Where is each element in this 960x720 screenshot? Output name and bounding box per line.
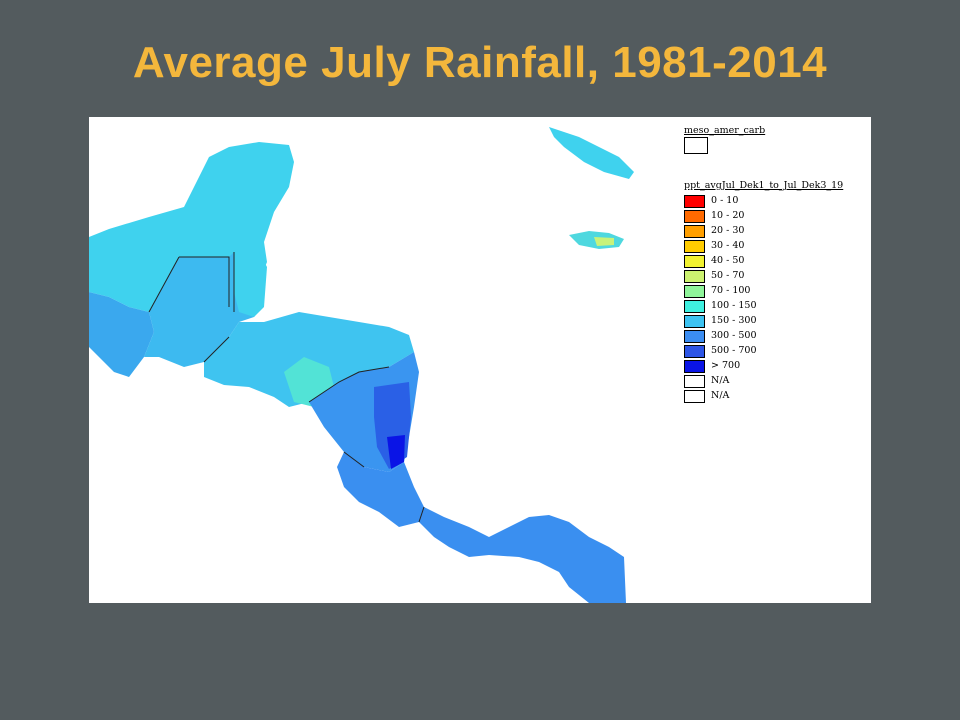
landmass-belize [234,252,267,317]
legend-swatch [684,255,705,268]
legend-label: 150 - 300 [711,315,757,326]
legend-entries: 0 - 10 10 - 20 20 - 30 30 - 40 40 - 50 50 - 7… [684,194,864,404]
legend-layer-name: meso_amer_carb [684,125,766,136]
legend-entry: 300 - 500 [684,329,864,344]
legend-swatch [684,300,705,313]
landmass-panama [419,507,626,603]
legend-swatch [684,390,705,403]
legend-entry: 30 - 40 [684,239,864,254]
legend-swatch [684,210,705,223]
legend-entry: 0 - 10 [684,194,864,209]
legend-swatch [684,315,705,328]
legend-label: 0 - 10 [711,195,739,206]
legend-label: > 700 [711,360,741,371]
legend-label: 40 - 50 [711,255,745,266]
legend-swatch [684,240,705,253]
landmass-costa-rica [337,452,424,527]
legend-swatch [684,225,705,238]
legend-swatch [684,285,705,298]
legend-label: 50 - 70 [711,270,745,281]
legend-label: 20 - 30 [711,225,745,236]
legend-entry: 100 - 150 [684,299,864,314]
legend-swatch [684,375,705,388]
legend-entry: 500 - 700 [684,344,864,359]
legend-swatch [684,270,705,283]
legend-entry: 150 - 300 [684,314,864,329]
legend-label: 500 - 700 [711,345,757,356]
legend-label: 70 - 100 [711,285,751,296]
legend-entry: 70 - 100 [684,284,864,299]
legend-swatch [684,360,705,373]
slide-title: Average July Rainfall, 1981-2014 [132,38,828,87]
legend-ppt-layer-name: ppt_avgJul_Dek1_to_Jul_Dek3_19 [684,180,844,191]
legend-label: 30 - 40 [711,240,745,251]
legend-entry: N/A [684,374,864,389]
legend-swatch [684,195,705,208]
landmass-jamaica-dry [594,237,614,246]
legend-swatch [684,330,705,343]
landmass-cuba [549,127,634,179]
legend-entry: > 700 [684,359,864,374]
legend-entry: N/A [684,389,864,404]
landmass-wettest-zone [387,435,405,469]
legend-entry: 50 - 70 [684,269,864,284]
legend-label: 10 - 20 [711,210,745,221]
legend-label: N/A [711,375,730,386]
legend-swatch [684,345,705,358]
legend-label: 100 - 150 [711,300,757,311]
map-canvas [89,127,634,603]
legend-entry: 20 - 30 [684,224,864,239]
legend-label: N/A [711,390,730,401]
legend-label: 300 - 500 [711,330,757,341]
rainfall-map: meso_amer_carb ppt_avgJul_Dek1_to_Jul_De… [89,117,871,603]
legend-layer-swatch [684,137,708,154]
legend-entry: 10 - 20 [684,209,864,224]
legend-entry: 40 - 50 [684,254,864,269]
landmass-chiapas [89,292,154,377]
